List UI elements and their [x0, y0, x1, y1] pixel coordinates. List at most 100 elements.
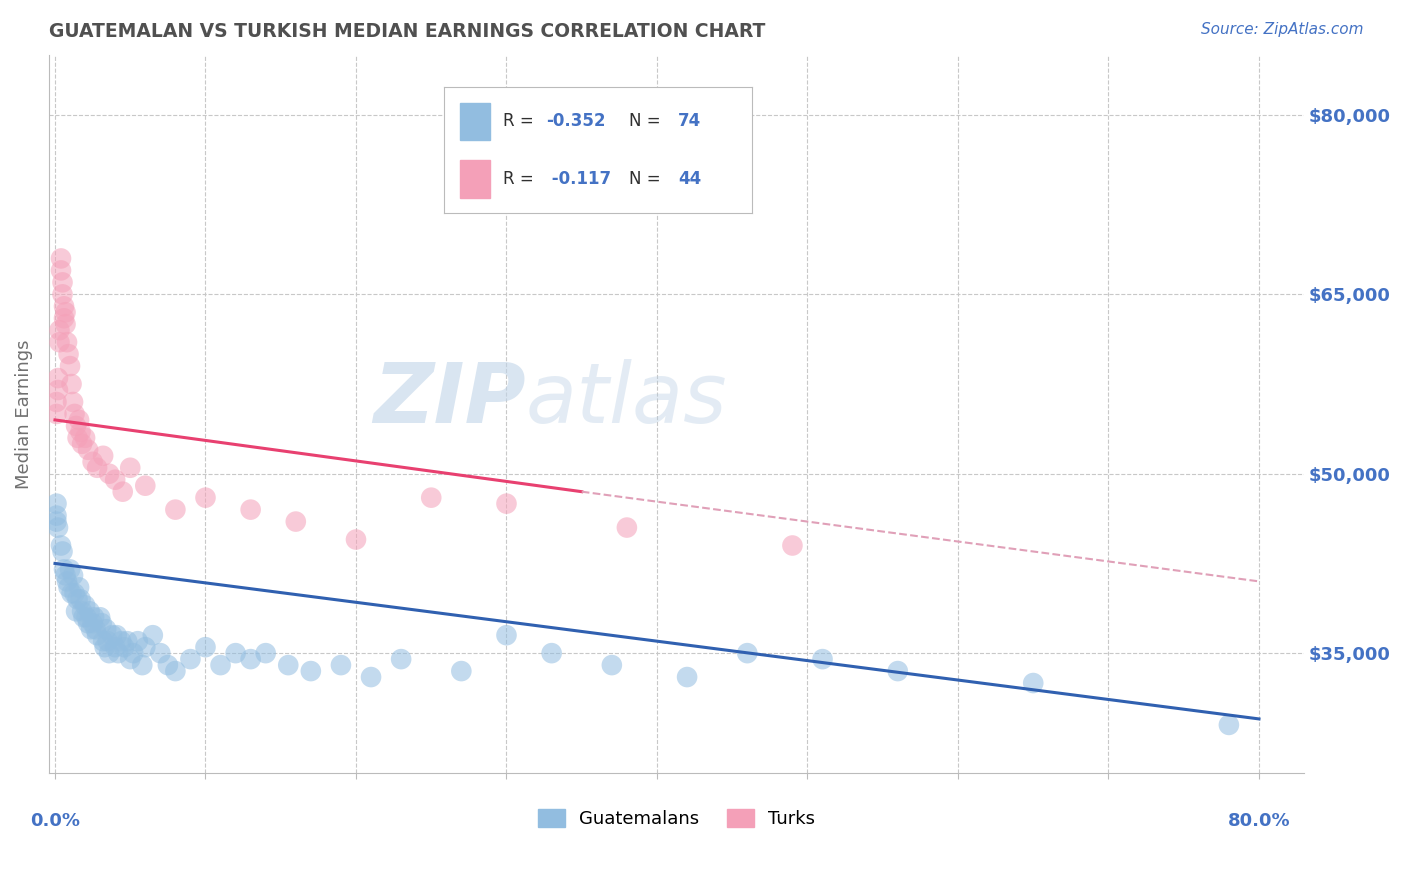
Point — [45, 515, 67, 529]
Point — [46, 383, 69, 397]
Legend: Guatemalans, Turks: Guatemalans, Turks — [530, 802, 823, 836]
Point — [48, 323, 70, 337]
Point — [389, 652, 412, 666]
Point — [60, 377, 83, 392]
Point — [53, 311, 76, 326]
Point — [115, 634, 138, 648]
Point — [86, 628, 108, 642]
Point — [51, 544, 73, 558]
Point — [104, 473, 127, 487]
Point — [104, 640, 127, 655]
Point — [66, 431, 89, 445]
Point — [83, 610, 105, 624]
Point — [600, 658, 623, 673]
Point — [45, 497, 67, 511]
Point — [84, 622, 107, 636]
Point — [239, 502, 262, 516]
Point — [82, 616, 104, 631]
Point — [62, 395, 84, 409]
Point — [225, 646, 247, 660]
Point — [77, 616, 100, 631]
Point — [887, 664, 910, 678]
Point — [69, 592, 91, 607]
Point — [420, 491, 443, 505]
Point — [60, 586, 83, 600]
Point — [55, 568, 77, 582]
Point — [142, 628, 165, 642]
Point — [62, 568, 84, 582]
Point — [63, 586, 86, 600]
Point — [82, 455, 104, 469]
Point — [55, 317, 77, 331]
Point — [69, 425, 91, 439]
Point — [65, 418, 87, 433]
Point — [1218, 718, 1240, 732]
Point — [120, 460, 142, 475]
Point — [67, 413, 90, 427]
Point — [53, 562, 76, 576]
Point — [70, 604, 93, 618]
Point — [56, 335, 79, 350]
Point — [1022, 676, 1045, 690]
Point — [63, 407, 86, 421]
Point — [134, 640, 156, 655]
Point — [90, 616, 112, 631]
Text: atlas: atlas — [526, 359, 727, 440]
Point — [77, 442, 100, 457]
Point — [98, 467, 121, 481]
Point — [209, 658, 232, 673]
Point — [676, 670, 699, 684]
Point — [55, 305, 77, 319]
Point — [97, 634, 120, 648]
Point — [179, 652, 201, 666]
Point — [46, 520, 69, 534]
Point — [495, 497, 517, 511]
Point — [80, 622, 103, 636]
Point — [53, 299, 76, 313]
Point — [45, 407, 67, 421]
Point — [782, 539, 804, 553]
Point — [165, 502, 187, 516]
Point — [46, 371, 69, 385]
Point — [120, 652, 142, 666]
Point — [67, 580, 90, 594]
Point — [45, 395, 67, 409]
Point — [149, 646, 172, 660]
Point — [59, 562, 82, 576]
Point — [86, 460, 108, 475]
Point — [344, 533, 367, 547]
Point — [811, 652, 834, 666]
Point — [616, 520, 638, 534]
Point — [495, 628, 517, 642]
Point — [93, 640, 115, 655]
Point — [156, 658, 179, 673]
Point — [101, 628, 124, 642]
Text: GUATEMALAN VS TURKISH MEDIAN EARNINGS CORRELATION CHART: GUATEMALAN VS TURKISH MEDIAN EARNINGS CO… — [49, 22, 766, 41]
Point — [49, 252, 72, 266]
Point — [45, 508, 67, 523]
Point — [79, 604, 101, 618]
Point — [72, 610, 94, 624]
Point — [105, 628, 128, 642]
Point — [48, 335, 70, 350]
Point — [239, 652, 262, 666]
Point — [107, 646, 129, 660]
Point — [284, 515, 307, 529]
Point — [89, 610, 111, 624]
Text: Source: ZipAtlas.com: Source: ZipAtlas.com — [1201, 22, 1364, 37]
Point — [49, 539, 72, 553]
Point — [76, 610, 98, 624]
Point — [65, 604, 87, 618]
Point — [75, 599, 97, 613]
Point — [360, 670, 382, 684]
Point — [194, 491, 217, 505]
Point — [66, 592, 89, 607]
Point — [75, 431, 97, 445]
Y-axis label: Median Earnings: Median Earnings — [15, 339, 32, 489]
Text: 80.0%: 80.0% — [1227, 812, 1291, 830]
Text: ZIP: ZIP — [374, 359, 526, 440]
Point — [127, 634, 149, 648]
Point — [51, 287, 73, 301]
Point — [194, 640, 217, 655]
Point — [91, 449, 114, 463]
